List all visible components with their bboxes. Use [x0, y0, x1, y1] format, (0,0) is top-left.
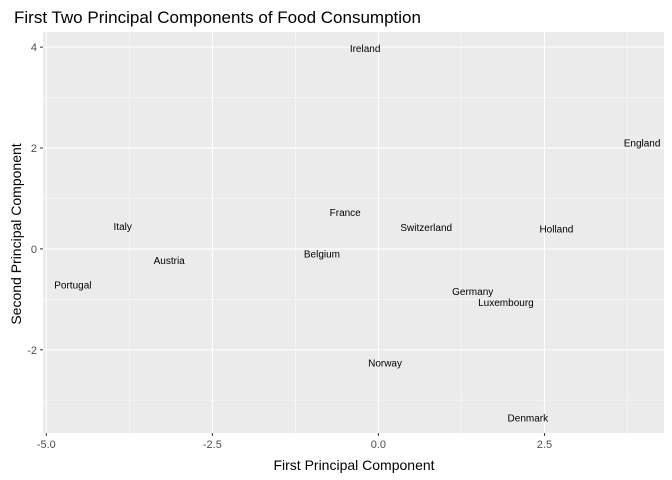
point-label-germany: Germany [452, 287, 493, 298]
plot-panel [43, 32, 664, 433]
point-label-belgium: Belgium [304, 249, 340, 260]
y-tick-label: 0 [31, 244, 37, 256]
point-label-portugal: Portugal [54, 281, 91, 292]
point-label-france: France [330, 208, 362, 219]
point-label-italy: Italy [114, 222, 132, 233]
point-label-luxembourg: Luxembourg [478, 298, 534, 309]
major-gridlines [43, 32, 664, 433]
y-axis: -2 0 2 4 [27, 42, 43, 357]
x-tick-label: 2.5 [537, 439, 552, 451]
y-tick-label: 2 [31, 143, 37, 155]
minor-gridlines [43, 32, 664, 433]
point-label-holland: Holland [539, 225, 573, 236]
point-label-switzerland: Switzerland [400, 223, 452, 234]
point-label-austria: Austria [154, 256, 186, 267]
y-tick-label: 4 [31, 42, 37, 54]
point-label-norway: Norway [368, 358, 402, 369]
y-axis-title: Second Principal Component [8, 143, 24, 324]
x-axis: -5.0 -2.5 0.0 2.5 [37, 433, 552, 451]
x-tick-label: -2.5 [203, 439, 222, 451]
point-label-denmark: Denmark [508, 413, 550, 424]
x-tick-label: 0.0 [371, 439, 386, 451]
chart-title: First Two Principal Components of Food C… [14, 8, 421, 27]
point-labels: Ireland England France Italy Switzerland Holl… [54, 44, 660, 424]
point-label-ireland: Ireland [350, 44, 381, 55]
point-label-england: England [624, 138, 661, 149]
x-axis-title: First Principal Component [273, 457, 434, 473]
y-tick-label: -2 [27, 345, 37, 357]
x-tick-label: -5.0 [37, 439, 56, 451]
